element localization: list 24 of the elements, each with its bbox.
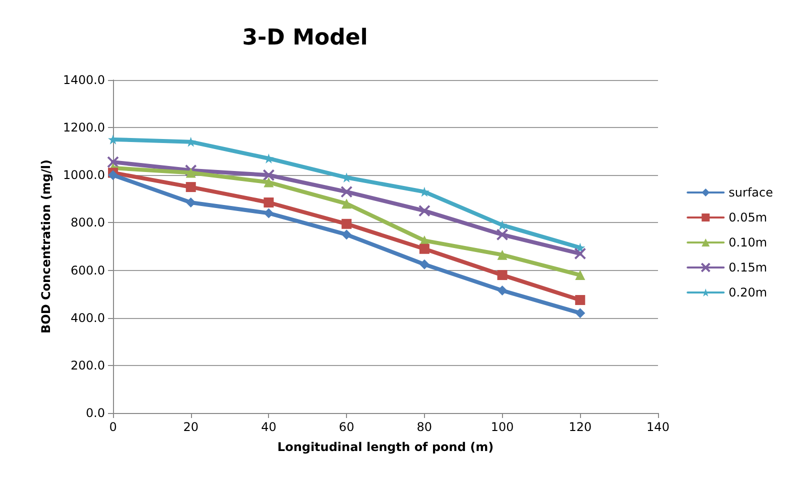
y-tick-label: 400.0 <box>70 310 105 325</box>
x-tick-label: 40 <box>261 420 276 434</box>
chart-title: 3-D Model <box>242 26 368 50</box>
legend-label: 0.10m <box>728 236 768 250</box>
x-tick-label: 0 <box>109 420 117 434</box>
y-tick-label: 1200.0 <box>63 120 105 135</box>
x-tick-label: 120 <box>568 420 592 434</box>
y-tick-label: 200.0 <box>70 358 105 372</box>
y-tick-label: 1000.0 <box>63 168 105 182</box>
x-tick-label: 80 <box>416 420 432 434</box>
x-tick-label: 100 <box>490 420 514 434</box>
y-tick-label: 0.0 <box>86 406 105 420</box>
x-axis-title: Longitudinal length of pond (m) <box>277 440 494 454</box>
y-tick-label: 600.0 <box>70 263 105 278</box>
y-axis-title: BOD Concentration (mg/l) <box>39 160 54 334</box>
legend-label: 0.15m <box>728 260 768 274</box>
x-tick-label: 60 <box>338 420 354 434</box>
x-tick-label: 20 <box>183 420 198 434</box>
x-tick-label: 140 <box>646 420 670 434</box>
legend-label: 0.20m <box>728 286 768 300</box>
legend-label: surface <box>728 186 774 200</box>
y-tick-label: 800.0 <box>70 216 105 230</box>
legend-label: 0.05m <box>728 210 768 224</box>
y-tick-label: 1400.0 <box>63 73 105 87</box>
